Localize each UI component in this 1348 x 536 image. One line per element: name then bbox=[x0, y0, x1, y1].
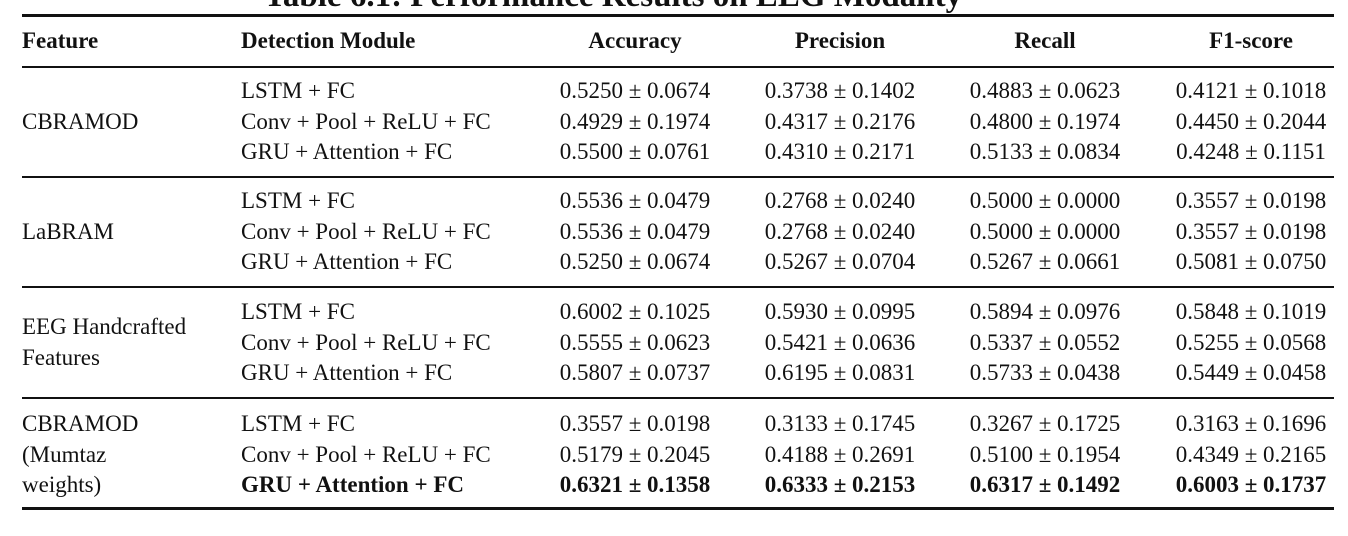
metric-cell: 0.6333 ± 0.2153 bbox=[764, 472, 916, 497]
header-rule bbox=[22, 66, 1334, 68]
metric-cell: 0.3133 ± 0.1745 bbox=[764, 411, 916, 436]
metric-cell: 0.4349 ± 0.2165 bbox=[1175, 441, 1327, 467]
metric-cell: 0.6321 ± 0.1358 bbox=[559, 472, 711, 497]
module-label: LSTM + FC bbox=[241, 299, 355, 324]
metric-cell: 0.6195 ± 0.0831 bbox=[764, 360, 916, 385]
metric-cell: 0.2768 ± 0.0240 bbox=[764, 218, 916, 244]
metric-cell: 0.5894 ± 0.0976 bbox=[969, 299, 1121, 324]
top-rule bbox=[22, 14, 1334, 17]
metric-cell: 0.5449 ± 0.0458 bbox=[1175, 360, 1327, 385]
metric-cell: 0.4800 ± 0.1974 bbox=[969, 108, 1121, 134]
module-label: GRU + Attention + FC bbox=[241, 472, 464, 497]
feature-label: (Mumtaz bbox=[22, 441, 107, 467]
metric-cell: 0.4317 ± 0.2176 bbox=[764, 108, 916, 134]
metric-cell: 0.5081 ± 0.0750 bbox=[1175, 249, 1327, 274]
group-rule bbox=[22, 176, 1334, 178]
feature-label: LaBRAM bbox=[22, 218, 114, 244]
metric-cell: 0.3557 ± 0.0198 bbox=[1175, 188, 1327, 213]
metric-cell: 0.5733 ± 0.0438 bbox=[969, 360, 1121, 385]
table-title: Table 6.1: Performance Results on EEG Mo… bbox=[264, 0, 962, 14]
metric-cell: 0.4121 ± 0.1018 bbox=[1175, 78, 1327, 103]
module-label: GRU + Attention + FC bbox=[241, 139, 453, 164]
metric-cell: 0.6317 ± 0.1492 bbox=[969, 472, 1121, 497]
module-label: LSTM + FC bbox=[241, 188, 355, 213]
feature-label: Features bbox=[22, 344, 100, 370]
metric-cell: 0.4188 ± 0.2691 bbox=[764, 441, 916, 467]
column-header: F1-score bbox=[1209, 28, 1293, 53]
bottom-rule bbox=[22, 507, 1334, 510]
metric-cell: 0.5250 ± 0.0674 bbox=[559, 78, 711, 103]
metric-cell: 0.5000 ± 0.0000 bbox=[969, 188, 1121, 213]
column-header: Detection Module bbox=[241, 28, 416, 53]
metric-cell: 0.5807 ± 0.0737 bbox=[559, 360, 711, 385]
metric-cell: 0.4248 ± 0.1151 bbox=[1176, 139, 1326, 164]
metric-cell: 0.6002 ± 0.1025 bbox=[559, 299, 711, 324]
metric-cell: 0.5930 ± 0.0995 bbox=[764, 299, 916, 324]
module-label: LSTM + FC bbox=[241, 411, 355, 436]
metric-cell: 0.3267 ± 0.1725 bbox=[969, 411, 1121, 436]
metric-cell: 0.5000 ± 0.0000 bbox=[969, 218, 1121, 244]
metric-cell: 0.5267 ± 0.0661 bbox=[969, 249, 1121, 274]
metric-cell: 0.5337 ± 0.0552 bbox=[969, 329, 1121, 355]
module-label: GRU + Attention + FC bbox=[241, 249, 453, 274]
column-header: Precision bbox=[794, 28, 886, 53]
metric-cell: 0.5421 ± 0.0636 bbox=[764, 329, 916, 355]
metric-cell: 0.5100 ± 0.1954 bbox=[969, 441, 1121, 467]
module-label: LSTM + FC bbox=[241, 78, 355, 103]
metric-cell: 0.3557 ± 0.0198 bbox=[559, 411, 711, 436]
metric-cell: 0.4450 ± 0.2044 bbox=[1175, 108, 1327, 134]
feature-label: CBRAMOD bbox=[22, 108, 139, 134]
metric-cell: 0.5555 ± 0.0623 bbox=[559, 329, 711, 355]
metric-cell: 0.5255 ± 0.0568 bbox=[1175, 329, 1327, 355]
group-rule bbox=[22, 286, 1334, 288]
metric-cell: 0.5500 ± 0.0761 bbox=[559, 139, 711, 164]
module-label: GRU + Attention + FC bbox=[241, 360, 453, 385]
metric-cell: 0.6003 ± 0.1737 bbox=[1175, 472, 1327, 497]
metric-cell: 0.5267 ± 0.0704 bbox=[764, 249, 916, 274]
metric-cell: 0.4929 ± 0.1974 bbox=[559, 108, 711, 134]
metric-cell: 0.3557 ± 0.0198 bbox=[1175, 218, 1327, 244]
metric-cell: 0.5133 ± 0.0834 bbox=[969, 139, 1121, 164]
column-header: Accuracy bbox=[588, 28, 682, 53]
module-label: Conv + Pool + ReLU + FC bbox=[241, 441, 491, 467]
feature-label: CBRAMOD bbox=[22, 411, 139, 436]
metric-cell: 0.4883 ± 0.0623 bbox=[969, 78, 1121, 103]
metric-cell: 0.5536 ± 0.0479 bbox=[559, 188, 711, 213]
column-header: Feature bbox=[22, 28, 99, 53]
module-label: Conv + Pool + ReLU + FC bbox=[241, 108, 491, 134]
module-label: Conv + Pool + ReLU + FC bbox=[241, 218, 491, 244]
group-rule bbox=[22, 397, 1334, 399]
metric-cell: 0.2768 ± 0.0240 bbox=[764, 188, 916, 213]
feature-label: weights) bbox=[22, 472, 102, 497]
metric-cell: 0.5848 ± 0.1019 bbox=[1175, 299, 1327, 324]
metric-cell: 0.5250 ± 0.0674 bbox=[559, 249, 711, 274]
metric-cell: 0.4310 ± 0.2171 bbox=[764, 139, 916, 164]
metric-cell: 0.5536 ± 0.0479 bbox=[559, 218, 711, 244]
module-label: Conv + Pool + ReLU + FC bbox=[241, 329, 491, 355]
metric-cell: 0.3163 ± 0.1696 bbox=[1175, 411, 1327, 436]
column-header: Recall bbox=[1014, 28, 1076, 53]
feature-label: EEG Handcrafted bbox=[22, 314, 187, 340]
metric-cell: 0.5179 ± 0.2045 bbox=[559, 441, 711, 467]
metric-cell: 0.3738 ± 0.1402 bbox=[764, 78, 916, 103]
